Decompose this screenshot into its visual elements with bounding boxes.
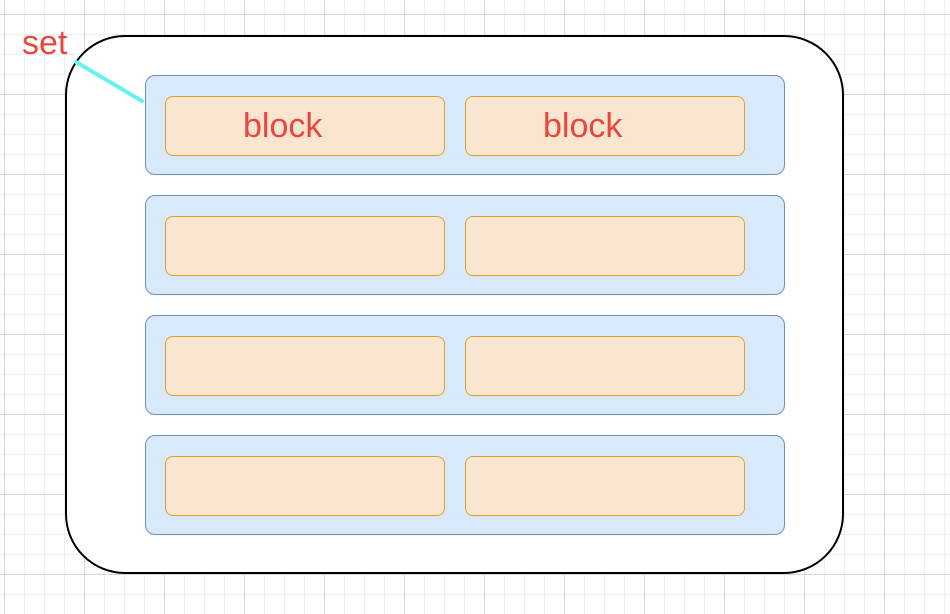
block-4-1 <box>165 456 445 516</box>
block-3-1 <box>165 336 445 396</box>
row-3 <box>145 315 785 415</box>
set-label: set <box>22 24 68 62</box>
block-2-2 <box>465 216 745 276</box>
block-1-2: block <box>465 96 745 156</box>
block-2-1 <box>165 216 445 276</box>
block-label: block <box>543 107 623 145</box>
block-3-2 <box>465 336 745 396</box>
block-1-1: block <box>165 96 445 156</box>
row-2 <box>145 195 785 295</box>
block-label: block <box>243 107 323 145</box>
row-4 <box>145 435 785 535</box>
block-4-2 <box>465 456 745 516</box>
row-1: block block <box>145 75 785 175</box>
